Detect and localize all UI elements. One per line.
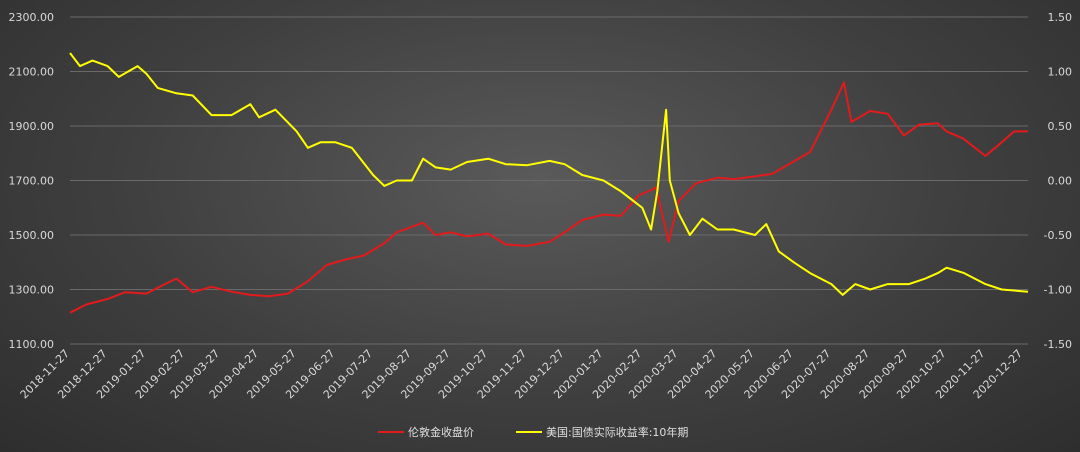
right-tick-label: 0.50 — [1048, 120, 1073, 133]
left-tick-label: 1900.00 — [9, 120, 55, 133]
legend-label: 伦敦金收盘价 — [408, 425, 474, 439]
real-yield-line — [69, 52, 1029, 296]
left-tick-label: 1300.00 — [9, 284, 55, 297]
left-tick-label: 1100.00 — [9, 338, 55, 351]
right-tick-label: 1.50 — [1048, 11, 1073, 24]
legend: 伦敦金收盘价 美国:国债实际收益率:10年期 — [378, 425, 688, 439]
legend-label: 美国:国债实际收益率:10年期 — [546, 425, 688, 439]
x-axis: 2018-11-272018-12-272019-01-272019-02-27… — [18, 347, 1025, 401]
left-tick-label: 2100.00 — [9, 66, 55, 79]
series-group — [69, 52, 1029, 314]
left-tick-label: 2300.00 — [9, 11, 55, 24]
right-tick-label: -1.00 — [1044, 284, 1072, 297]
left-tick-label: 1500.00 — [9, 229, 55, 242]
left-tick-label: 1700.00 — [9, 175, 55, 188]
right-tick-label: -0.50 — [1044, 229, 1072, 242]
left-axis: 1100.00 1300.00 1500.00 1700.00 1900.00 2100.… — [9, 11, 55, 351]
gold-price-line — [69, 81, 1028, 314]
right-tick-label: -1.50 — [1044, 338, 1072, 351]
right-tick-label: 1.00 — [1048, 66, 1073, 79]
gridlines — [70, 16, 1028, 345]
right-axis: -1.50 -1.00 -0.50 0.00 0.50 1.00 1.50 — [1044, 11, 1072, 351]
right-tick-label: 0.00 — [1048, 175, 1073, 188]
